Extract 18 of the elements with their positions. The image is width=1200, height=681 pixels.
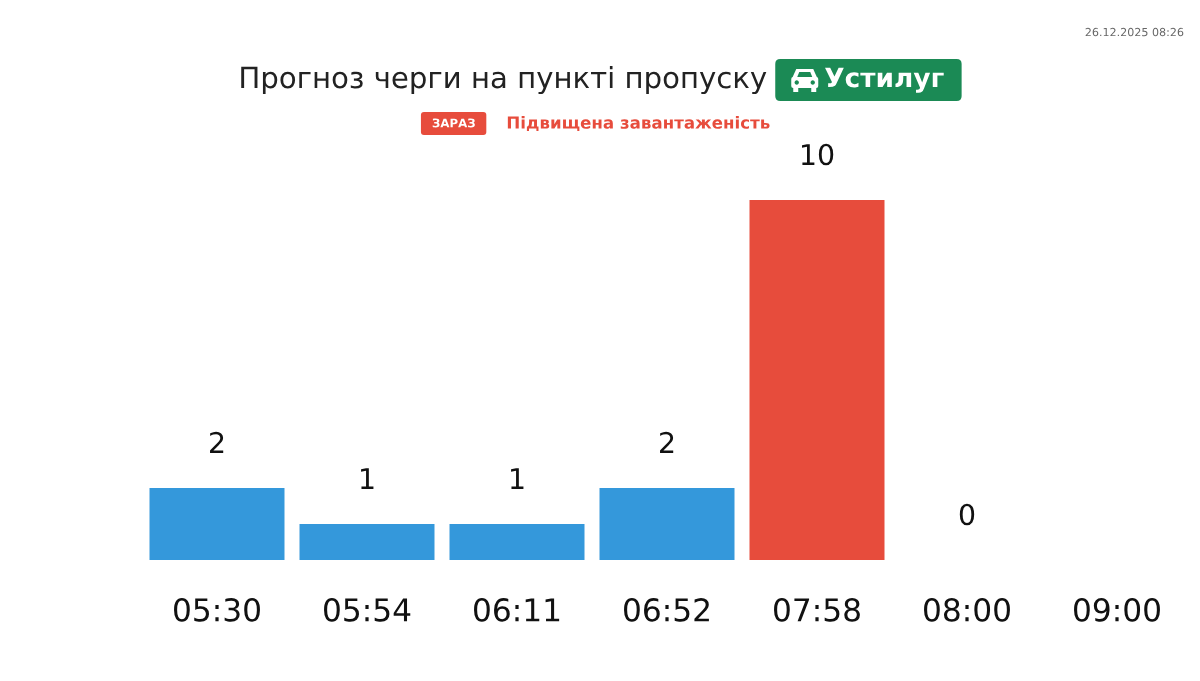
data-label: 1 — [511, 468, 524, 489]
x-tick-label: 06:52 — [624, 598, 709, 622]
x-tick-label: 09:00 — [1074, 598, 1160, 622]
x-tick-label: 06:11 — [474, 598, 560, 622]
data-label: 0 — [959, 503, 975, 526]
x-tick-label: 05:54 — [324, 598, 411, 622]
data-label: 1 — [361, 468, 374, 489]
text: ЗАРАЗ — [432, 118, 475, 128]
data-label: 2 — [660, 431, 674, 453]
chart-subtitle: Устилуг — [825, 67, 944, 93]
x-tick-label: 05:30 — [174, 598, 260, 622]
x-tick-label: 07:58 — [774, 598, 860, 622]
text: Підвищена завантаженість — [507, 115, 770, 131]
data-label: 2 — [210, 431, 224, 453]
text: 26.12.2025 08:26 — [1085, 27, 1184, 37]
x-tick-label: 08:00 — [924, 598, 1010, 622]
data-label: 10 — [802, 143, 834, 166]
chart-title: Прогноз черги на пункті пропуску — [241, 65, 767, 95]
